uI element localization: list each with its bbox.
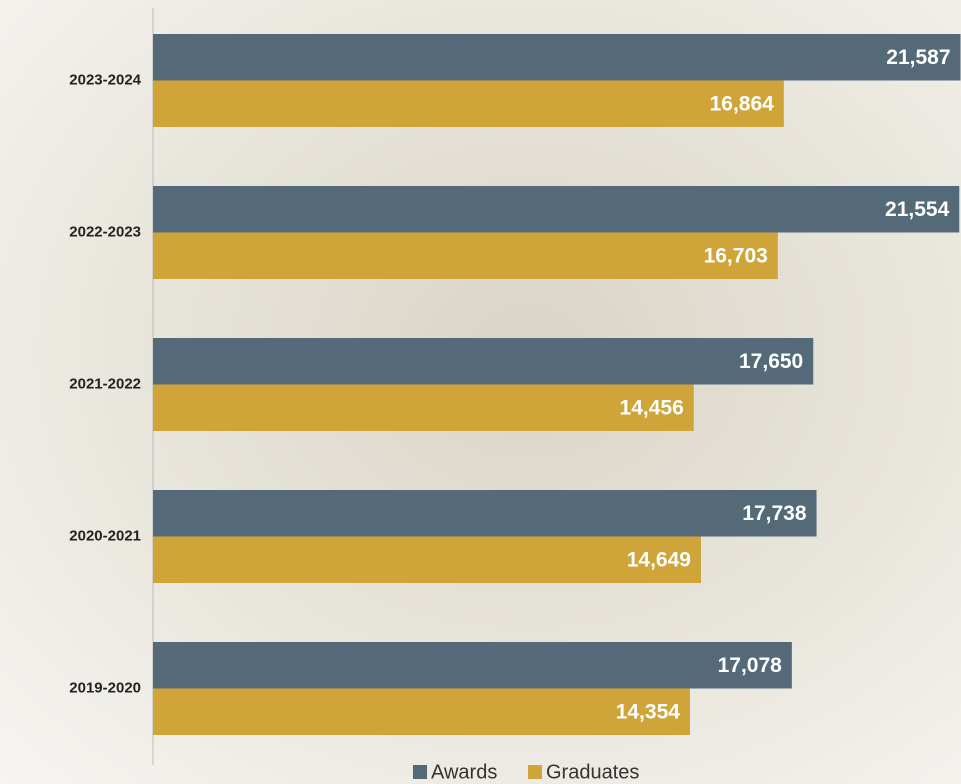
value-label: 14,354 (616, 700, 681, 723)
legend-swatch (413, 765, 427, 779)
legend-label: Awards (431, 761, 497, 783)
bar (153, 536, 701, 583)
value-label: 21,554 (885, 198, 950, 221)
bar (153, 490, 817, 537)
category-label: 2022-2023 (69, 223, 141, 240)
value-label: 16,703 (704, 244, 768, 267)
value-label: 14,649 (627, 548, 691, 571)
category-label: 2021-2022 (69, 375, 141, 392)
bar (153, 384, 694, 431)
category-label: 2020-2021 (69, 527, 141, 544)
legend-label: Graduates (546, 761, 639, 783)
bar (153, 186, 960, 233)
value-label: 16,864 (710, 92, 775, 115)
bar (153, 338, 814, 385)
category-label: 2019-2020 (69, 679, 141, 696)
value-label: 21,587 (886, 46, 950, 69)
bar (153, 80, 784, 127)
legend-swatch (528, 765, 542, 779)
value-label: 17,650 (739, 350, 803, 373)
category-label: 2023-2024 (69, 71, 141, 88)
bar (153, 688, 690, 735)
value-label: 14,456 (620, 396, 684, 419)
value-label: 17,738 (742, 502, 807, 525)
bar (153, 642, 792, 689)
bar (153, 34, 961, 81)
value-label: 17,078 (718, 654, 783, 677)
bar (153, 232, 778, 279)
